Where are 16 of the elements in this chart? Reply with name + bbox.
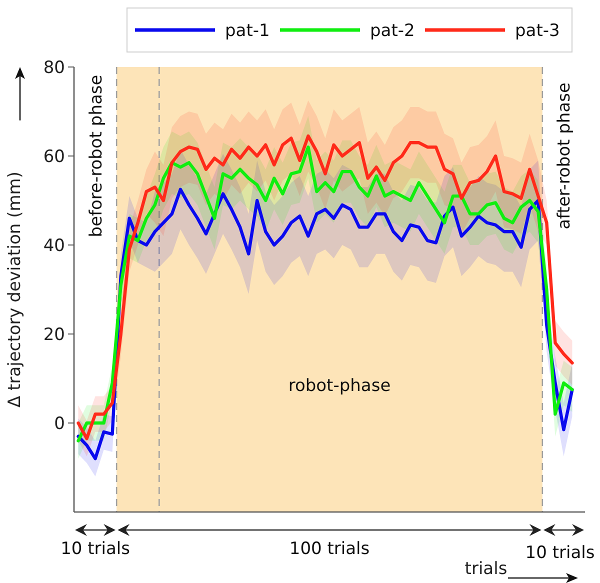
annotation: after-robot phase (554, 82, 575, 230)
y-axis-title: Δ trajectory deviation (mm) (5, 172, 25, 408)
annotation: robot-phase (288, 376, 391, 396)
y-tick-label: 0 (54, 414, 65, 434)
text: 10 trials (60, 539, 130, 559)
legend-label: pat-1 (225, 20, 270, 41)
text: 10 trials (525, 543, 595, 563)
y-tick-label: 40 (43, 236, 65, 256)
y-tick-label: 80 (43, 58, 65, 78)
x-axis-title: trials (464, 559, 508, 579)
legend-label: pat-3 (515, 20, 560, 41)
y-tick-label: 60 (43, 146, 65, 167)
y-tick-label: 20 (43, 324, 65, 345)
annotation: before-robot phase (86, 74, 106, 238)
text: 100 trials (289, 539, 370, 559)
legend-label: pat-2 (370, 20, 415, 41)
